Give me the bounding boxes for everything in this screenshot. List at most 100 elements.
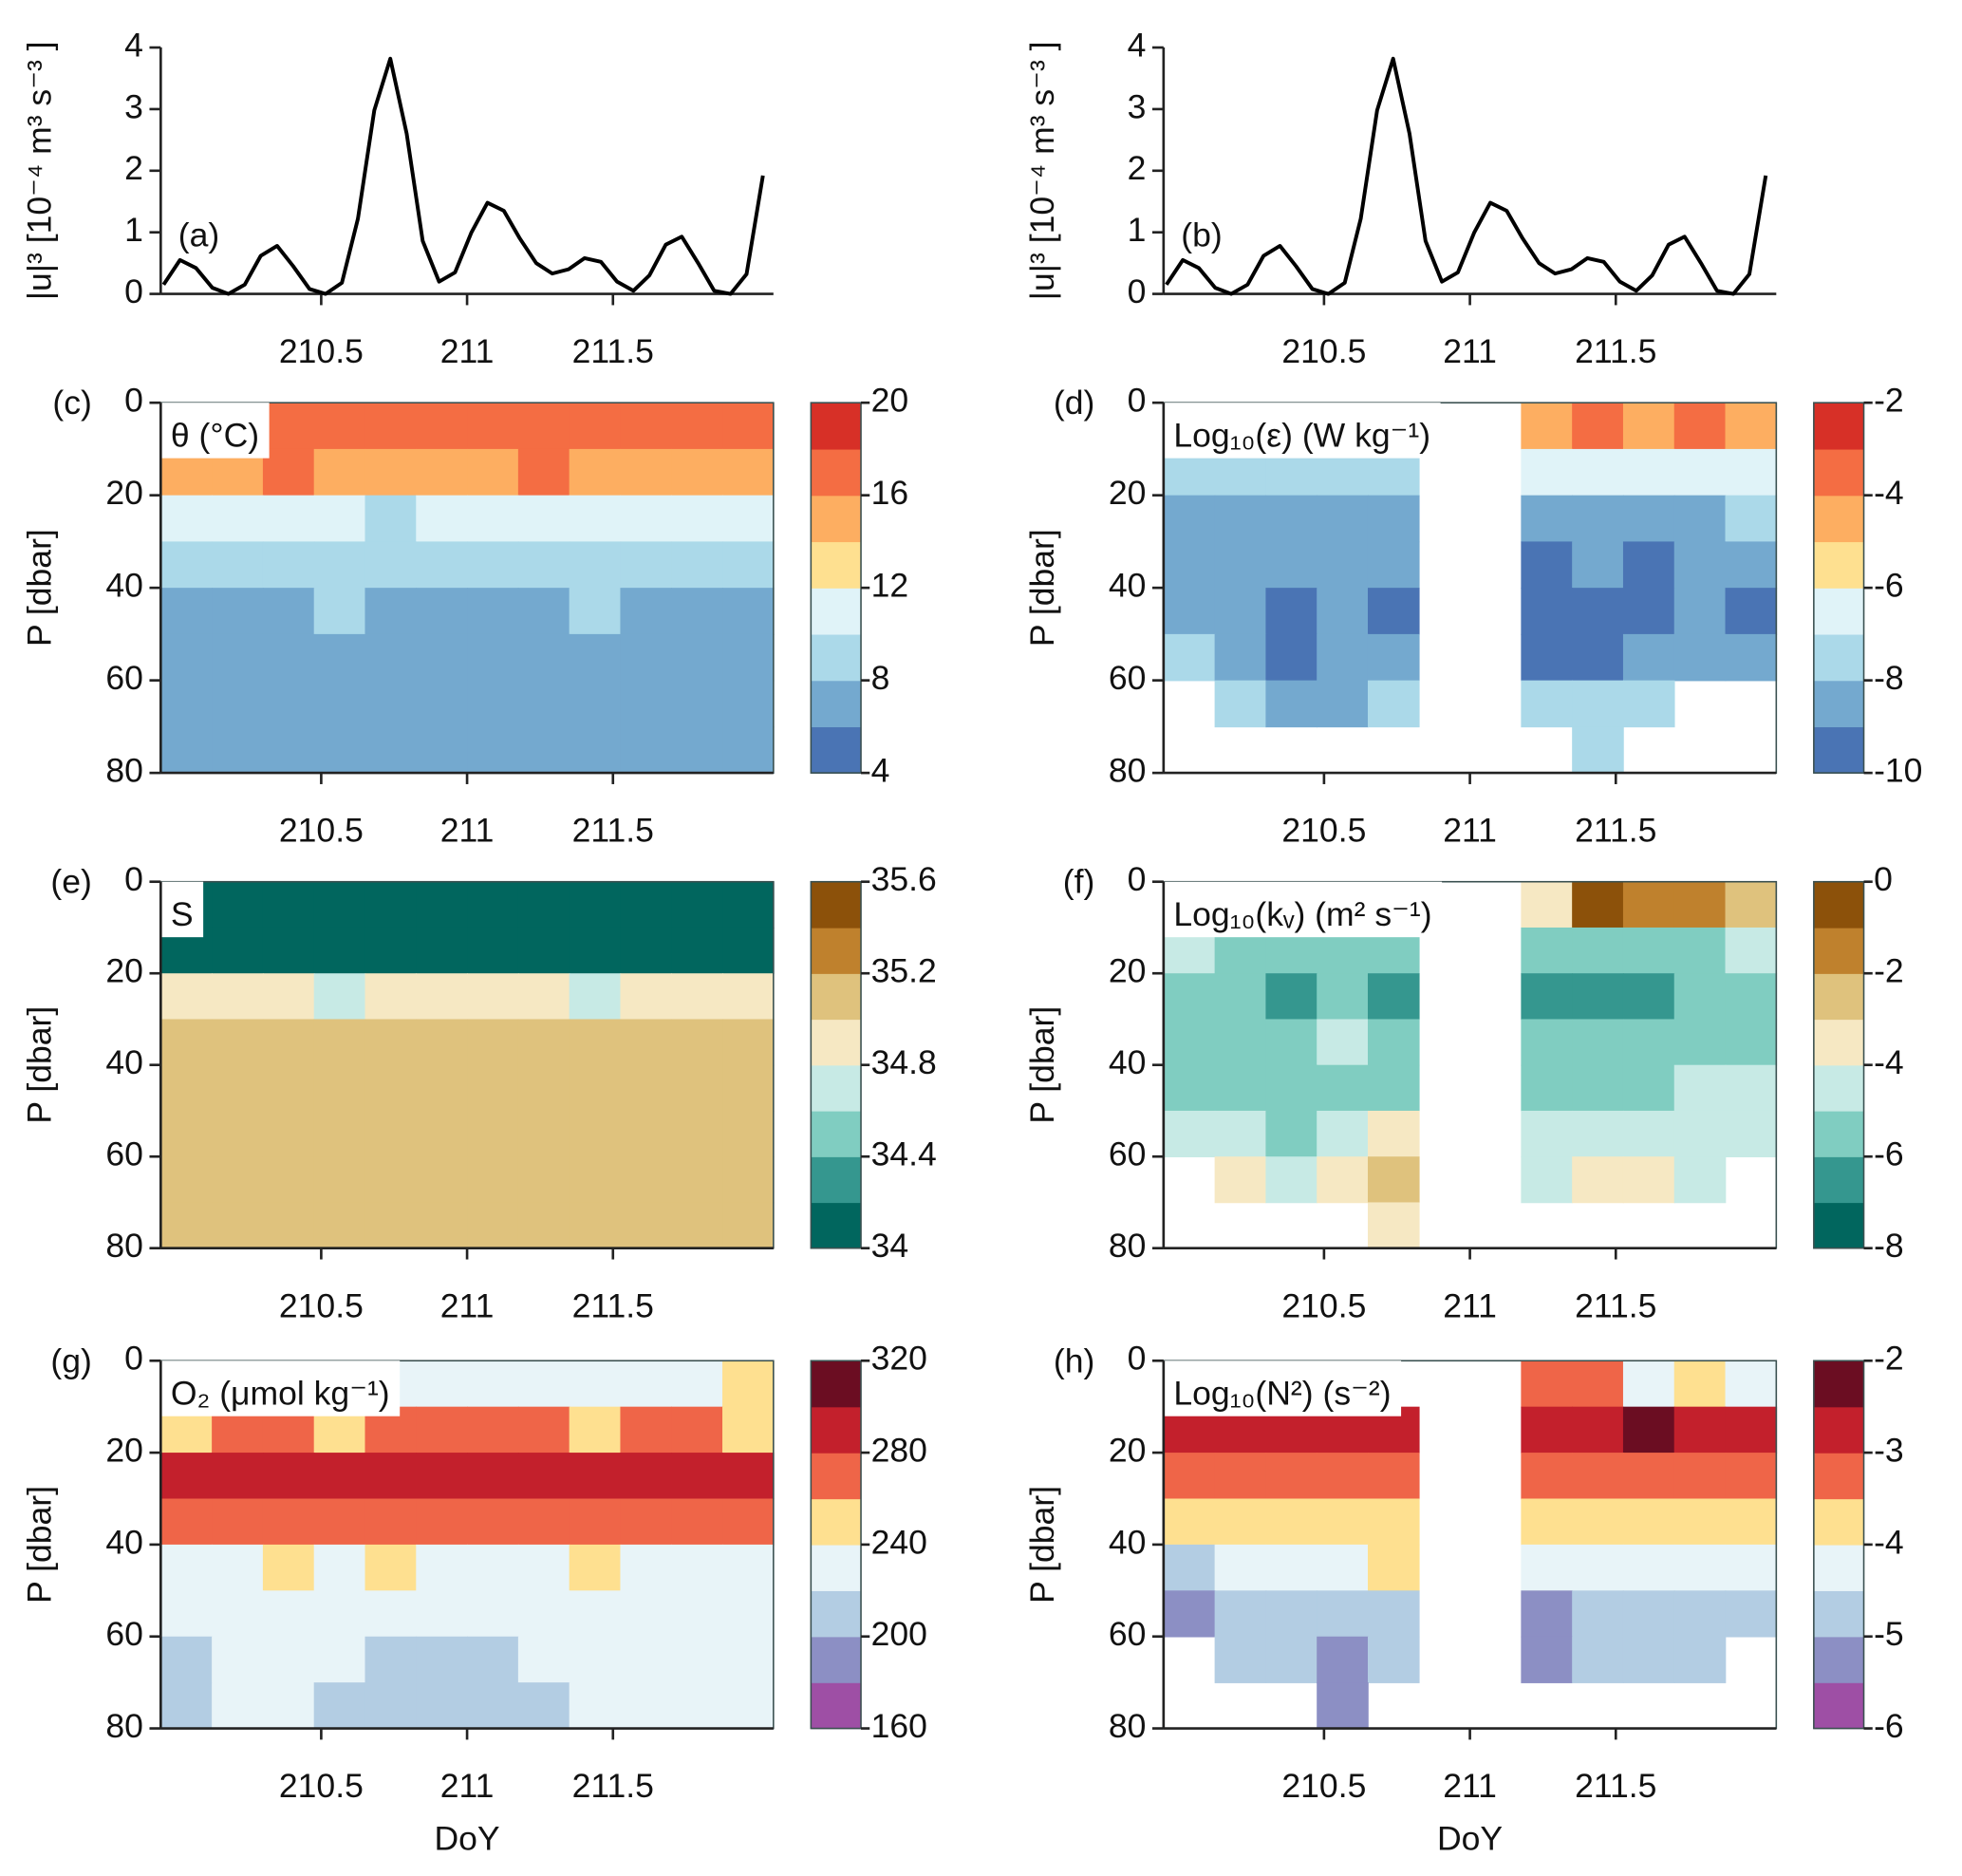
contour-cell bbox=[313, 1590, 366, 1638]
contour-cell bbox=[620, 541, 673, 589]
contour-cell bbox=[722, 448, 775, 497]
contour-cell bbox=[160, 588, 213, 635]
contour-cell bbox=[364, 633, 418, 682]
colorbar-band bbox=[1813, 1202, 1864, 1249]
contour-cell bbox=[212, 1110, 264, 1157]
contour-cell bbox=[1673, 633, 1727, 682]
contour-cell bbox=[722, 881, 775, 929]
x-tick-label: 210.5 bbox=[1281, 1286, 1366, 1324]
contour-cell bbox=[1317, 633, 1369, 682]
contour-cell bbox=[467, 1019, 519, 1066]
panel: θ (°C) 4 8 12 16 20 (c) 0 20 40 60 80 210.5 211 211.5 P… bbox=[21, 382, 909, 850]
x-tick-label: 211 bbox=[1443, 332, 1497, 370]
contour-cell bbox=[262, 495, 315, 543]
panel-label: (a) bbox=[178, 216, 219, 254]
contour-cell bbox=[1265, 495, 1317, 543]
contour-cell bbox=[467, 881, 519, 929]
contour-cell bbox=[517, 588, 570, 635]
contour-cell bbox=[364, 1202, 418, 1249]
contour-cell bbox=[1622, 680, 1675, 728]
contour-cell bbox=[1572, 1590, 1624, 1638]
contour-cell bbox=[671, 588, 723, 635]
contour-cell bbox=[416, 1202, 468, 1249]
contour-cell bbox=[1367, 1544, 1420, 1592]
contour-cell bbox=[620, 403, 673, 450]
contour-cell bbox=[1572, 973, 1624, 1021]
colorbar-band bbox=[1813, 1110, 1864, 1157]
contour-cell bbox=[722, 726, 775, 774]
contour-cell bbox=[1673, 1453, 1727, 1500]
contour-cell bbox=[1317, 1453, 1369, 1500]
contour-cell bbox=[1673, 1498, 1727, 1546]
contour-cell bbox=[1214, 973, 1267, 1021]
contour-cell bbox=[1622, 1636, 1675, 1683]
contour-cell bbox=[722, 1590, 775, 1638]
contour-cell bbox=[1673, 588, 1727, 635]
contour-cell bbox=[1521, 680, 1573, 728]
contour-cell bbox=[313, 1636, 366, 1683]
contour-cell bbox=[620, 927, 673, 975]
contour-cell bbox=[671, 448, 723, 497]
contour-cell bbox=[364, 927, 418, 975]
contour-cell bbox=[1725, 1498, 1778, 1546]
contour-cell bbox=[671, 541, 723, 589]
contour-cell bbox=[517, 541, 570, 589]
contour-cell bbox=[313, 1544, 366, 1592]
contour-cell bbox=[1673, 1064, 1727, 1112]
panel-label: (f) bbox=[1063, 863, 1095, 901]
x-tick-label: 211.5 bbox=[572, 332, 654, 370]
contour-cell bbox=[1163, 1064, 1216, 1112]
y-tick-label: 20 bbox=[1109, 952, 1147, 990]
contour-cell bbox=[416, 1682, 468, 1730]
contour-cell bbox=[1673, 1110, 1727, 1157]
contour-cell bbox=[1214, 1453, 1267, 1500]
title-background bbox=[160, 881, 204, 938]
title-background bbox=[1163, 1360, 1402, 1416]
y-tick-label: 60 bbox=[105, 1135, 143, 1173]
panel-title: Log₁₀(ε) (W kg⁻¹) bbox=[1173, 416, 1430, 454]
contour-cell bbox=[1622, 1019, 1675, 1066]
contour-cell bbox=[416, 1019, 468, 1066]
contour-cell bbox=[313, 927, 366, 975]
contour-cell bbox=[416, 495, 468, 543]
colorbar-tick-label: -2 bbox=[1874, 952, 1904, 990]
panel: O₂ (μmol kg⁻¹) 160 200 240 280 320 (g) 0 20 40 60 8… bbox=[21, 1340, 927, 1858]
colorbar-band bbox=[1813, 1019, 1864, 1066]
contour-cell bbox=[160, 1064, 213, 1112]
contour-cell bbox=[1317, 495, 1369, 543]
contour-cell bbox=[160, 1110, 213, 1157]
contour-cell bbox=[212, 1202, 264, 1249]
contour-cell bbox=[1521, 1360, 1573, 1408]
colorbar-band bbox=[811, 927, 862, 974]
contour-cell bbox=[569, 403, 622, 450]
contour-cell bbox=[313, 1453, 366, 1500]
y-axis-label: |u|³ [10⁻⁴ m³ s⁻³ ] bbox=[1023, 41, 1061, 300]
contour-cell bbox=[262, 1590, 315, 1638]
contour-cell bbox=[1572, 588, 1624, 635]
y-axis-label: P [dbar] bbox=[1023, 1486, 1061, 1604]
x-tick-label: 211 bbox=[1443, 1286, 1497, 1324]
contour-cell bbox=[569, 1202, 622, 1249]
contour-cell bbox=[1725, 1544, 1778, 1592]
contour-cell bbox=[212, 1064, 264, 1112]
colorbar-band bbox=[1813, 403, 1864, 450]
contour-cell bbox=[722, 1406, 775, 1454]
colorbar-tick-label: -4 bbox=[1874, 1043, 1904, 1081]
panel: 0 1 2 3 4 210.5 211 211.5 |u|³ [10⁻⁴ m³ s⁻³ ] (a) bbox=[21, 26, 774, 370]
contour-cell bbox=[620, 881, 673, 929]
contour-cell bbox=[569, 927, 622, 975]
contour-cell bbox=[722, 403, 775, 450]
contour-cell bbox=[364, 1590, 418, 1638]
colorbar-tick-label: -8 bbox=[1874, 659, 1904, 697]
contour-cell bbox=[671, 1590, 723, 1638]
contour-cell bbox=[1673, 1544, 1727, 1592]
contour-cell bbox=[620, 1360, 673, 1408]
colorbar-band bbox=[811, 1202, 862, 1249]
contour-cell bbox=[467, 1110, 519, 1157]
data-line bbox=[1165, 56, 1768, 296]
contour-cell bbox=[569, 1019, 622, 1066]
contour-cell bbox=[416, 541, 468, 589]
contour-cell bbox=[1725, 633, 1778, 682]
panel-label: (g) bbox=[50, 1341, 91, 1379]
contour-cell bbox=[517, 1636, 570, 1683]
